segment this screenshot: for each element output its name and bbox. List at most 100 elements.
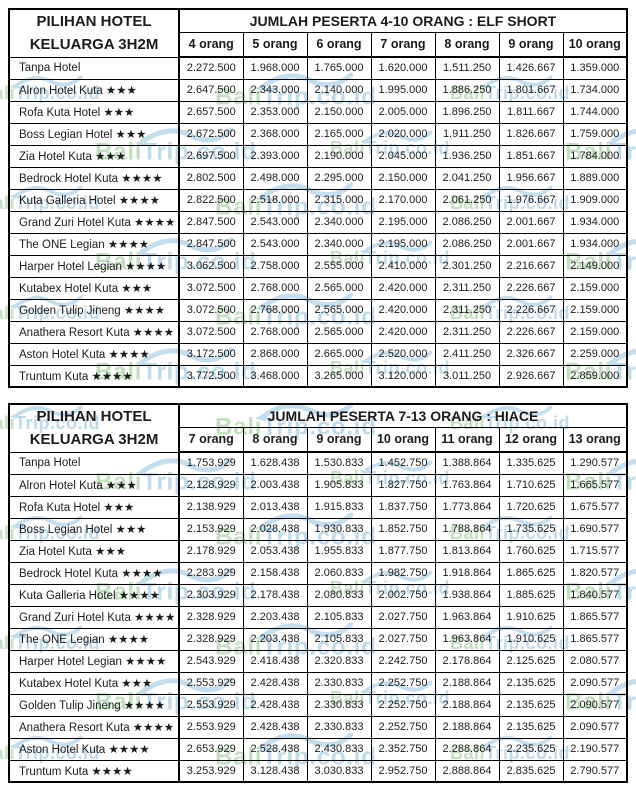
price-cell: 2.158.438	[242, 561, 308, 585]
column-header: 8 orang	[434, 31, 500, 58]
price-cell: 2.080.577	[562, 649, 628, 673]
table-row: Boss Legian Hotel ★★★ 2.153.929 2.028.438 1…	[8, 517, 628, 541]
price-cell: 2.555.000	[306, 254, 372, 278]
price-cell: 2.340.000	[306, 210, 372, 234]
hotel-name-cell: Zia Hotel Kuta ★★★	[8, 539, 180, 563]
price-cell: 1.452.750	[370, 451, 436, 475]
table-row: Bedrock Hotel Kuta ★★★★ 2.283.929 2.158.43…	[8, 561, 628, 585]
price-cell: 2.859.000	[562, 364, 628, 388]
price-cell: 2.543.000	[242, 210, 308, 234]
hotel-name-cell: Bedrock Hotel Kuta ★★★★	[8, 166, 180, 190]
price-cell: 2.188.864	[434, 715, 500, 739]
price-cell: 1.773.864	[434, 495, 500, 519]
price-cell: 2.272.500	[178, 56, 244, 80]
price-cell: 1.865.577	[562, 627, 628, 651]
price-cell: 1.530.833	[306, 451, 372, 475]
column-header: 10 orang	[562, 31, 628, 58]
price-cell: 2.847.500	[178, 210, 244, 234]
price-cell: 2.128.929	[178, 473, 244, 497]
price-cell: 1.963.864	[434, 605, 500, 629]
price-cell: 2.060.833	[306, 561, 372, 585]
price-cell: 1.784.000	[562, 144, 628, 168]
price-cell: 1.905.833	[306, 473, 372, 497]
price-cell: 1.763.864	[434, 473, 500, 497]
table-corner-title: PILIHAN HOTEL KELUARGA 3H2M	[8, 8, 180, 58]
price-cell: 1.826.667	[498, 122, 564, 146]
price-cell: 1.813.864	[434, 539, 500, 563]
price-cell: 2.353.000	[242, 100, 308, 124]
price-cell: 1.765.000	[306, 56, 372, 80]
price-cell: 2.888.864	[434, 759, 500, 783]
price-cell: 2.178.864	[434, 649, 500, 673]
price-cell: 2.149.000	[562, 254, 628, 278]
table-row: Bedrock Hotel Kuta ★★★★ 2.802.500 2.498.00…	[8, 166, 628, 190]
price-cell: 2.041.250	[434, 166, 500, 190]
price-cell: 2.653.929	[178, 737, 244, 761]
price-cell: 1.359.000	[562, 56, 628, 80]
price-cell: 1.837.750	[370, 495, 436, 519]
price-cell: 2.295.000	[306, 166, 372, 190]
hotel-name-cell: Anathera Resort Kuta ★★★★	[8, 715, 180, 739]
price-cell: 2.138.929	[178, 495, 244, 519]
column-header: 4 orang	[178, 31, 244, 58]
price-cell: 2.393.000	[242, 144, 308, 168]
price-cell: 2.758.000	[242, 254, 308, 278]
price-cell: 2.005.000	[370, 100, 436, 124]
column-header: 9 orang	[498, 31, 564, 58]
price-cell: 2.768.000	[242, 276, 308, 300]
price-cell: 2.420.000	[370, 320, 436, 344]
price-cell: 1.930.833	[306, 517, 372, 541]
price-cell: 2.252.750	[370, 715, 436, 739]
table-row: Kutabex Hotel Kuta ★★★ 2.553.929 2.428.438…	[8, 671, 628, 695]
price-cell: 1.820.577	[562, 561, 628, 585]
price-cell: 2.159.000	[562, 320, 628, 344]
table-row: Alron Hotel Kuta ★★★ 2.647.500 2.343.000 2.…	[8, 78, 628, 102]
price-cell: 2.188.864	[434, 671, 500, 695]
hotel-name-cell: Golden Tulip Jineng ★★★★	[8, 298, 180, 322]
price-cell: 1.388.864	[434, 451, 500, 475]
price-cell: 2.926.667	[498, 364, 564, 388]
hotel-name-cell: The ONE Legian ★★★★	[8, 627, 180, 651]
column-header: 7 orang	[178, 426, 244, 453]
price-cell: 2.195.000	[370, 232, 436, 256]
price-cell: 3.011.250	[434, 364, 500, 388]
price-cell: 1.955.833	[306, 539, 372, 563]
price-cell: 1.735.625	[498, 517, 564, 541]
price-cell: 1.665.577	[562, 473, 628, 497]
price-cell: 2.411.250	[434, 342, 500, 366]
price-cell: 2.672.500	[178, 122, 244, 146]
price-cell: 2.288.864	[434, 737, 500, 761]
price-cell: 3.772.500	[178, 364, 244, 388]
price-cell: 2.647.500	[178, 78, 244, 102]
price-cell: 2.340.000	[306, 232, 372, 256]
price-cell: 2.226.667	[498, 320, 564, 344]
price-cell: 2.216.667	[498, 254, 564, 278]
hotel-name-cell: Harper Hotel Legian ★★★★	[8, 254, 180, 278]
price-cell: 2.822.500	[178, 188, 244, 212]
hotel-name-cell: Kutabex Hotel Kuta ★★★	[8, 276, 180, 300]
price-cell: 2.090.577	[562, 693, 628, 717]
hotel-name-cell: Aston Hotel Kuta ★★★★	[8, 737, 180, 761]
column-header: 9 orang	[306, 426, 372, 453]
price-cell: 2.303.929	[178, 583, 244, 607]
table-row: Golden Tulip Jineng ★★★★ 2.553.929 2.428.4…	[8, 693, 628, 717]
price-cell: 2.013.438	[242, 495, 308, 519]
price-cell: 1.886.250	[434, 78, 500, 102]
price-cell: 2.135.625	[498, 715, 564, 739]
price-cell: 2.003.438	[242, 473, 308, 497]
hotel-name-cell: The ONE Legian ★★★★	[8, 232, 180, 256]
price-cell: 2.847.500	[178, 232, 244, 256]
price-cell: 1.968.000	[242, 56, 308, 80]
price-cell: 2.428.438	[242, 671, 308, 695]
price-cell: 2.410.000	[370, 254, 436, 278]
price-cell: 1.290.577	[562, 451, 628, 475]
hotel-name-cell: Zia Hotel Kuta ★★★	[8, 144, 180, 168]
price-cell: 1.753.929	[178, 451, 244, 475]
price-cell: 3.120.000	[370, 364, 436, 388]
price-cell: 2.027.750	[370, 605, 436, 629]
price-cell: 2.105.833	[306, 627, 372, 651]
price-cell: 1.760.625	[498, 539, 564, 563]
table-row: Kuta Galleria Hotel ★★★★ 2.822.500 2.518.0…	[8, 188, 628, 212]
corner-title-line1: PILIHAN HOTEL	[36, 408, 152, 425]
table-body: Tanpa Hotel 2.272.500 1.968.000 1.765.000 1.…	[8, 56, 628, 388]
